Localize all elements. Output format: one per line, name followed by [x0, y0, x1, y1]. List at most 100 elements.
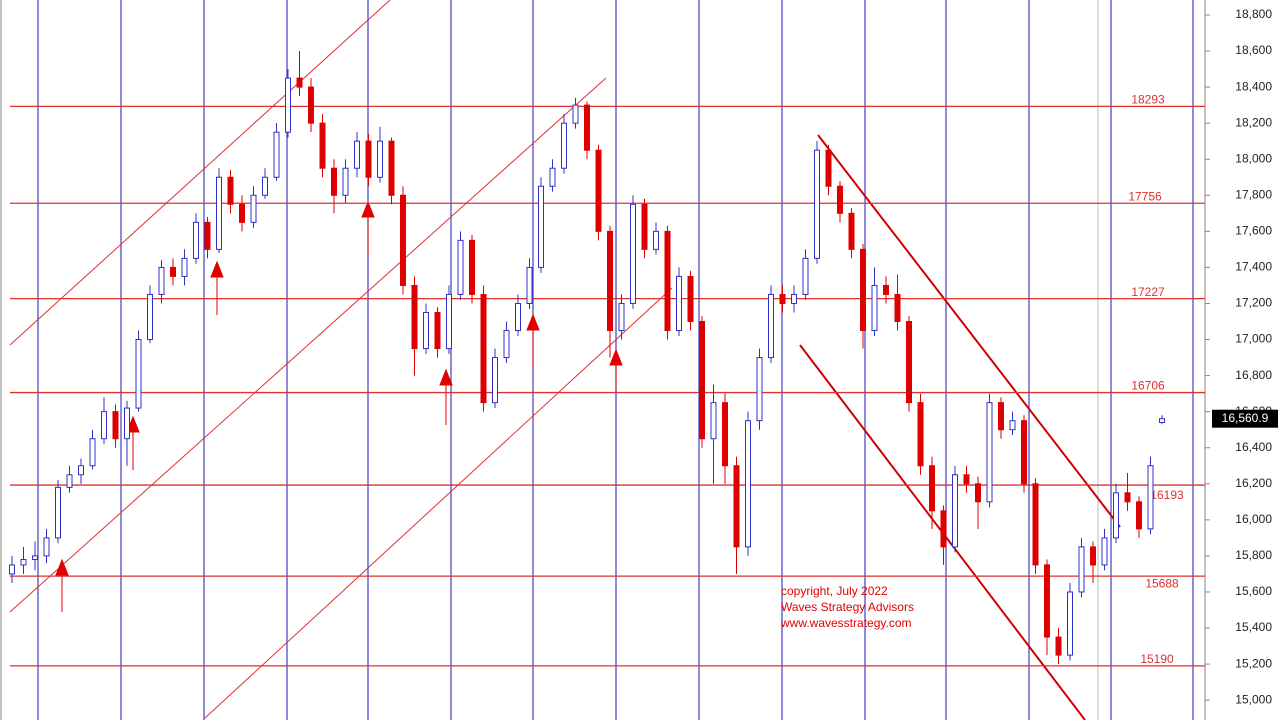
level-label: 17227 [1131, 285, 1165, 299]
candle-body [952, 474, 958, 548]
candle-body [595, 149, 602, 232]
arrows [55, 200, 623, 612]
candle-body [9, 564, 15, 575]
candle-body [630, 203, 636, 304]
cycle-lines [37, 0, 1194, 720]
candle-body [354, 140, 360, 169]
candle-body [124, 407, 130, 440]
candle-body [342, 167, 349, 196]
candle-body [756, 357, 763, 422]
candle-body [135, 339, 142, 409]
y-tick-label: 17,800 [1235, 187, 1272, 201]
candle-body [78, 465, 84, 476]
level-label: 17756 [1128, 189, 1162, 203]
candle-body [457, 239, 464, 295]
level-label: 18293 [1131, 93, 1165, 107]
candle-body [273, 131, 280, 178]
annotation: Waves Strategy Advisors [781, 600, 914, 614]
candle-body [699, 321, 705, 440]
y-tick-label: 18,800 [1235, 7, 1272, 21]
candle-body [262, 176, 268, 196]
candle-body [975, 483, 981, 503]
candle-body [469, 239, 475, 295]
candle-body [43, 537, 50, 557]
candle-body [66, 474, 73, 488]
y-tick-label: 15,400 [1235, 620, 1272, 634]
candle-body [883, 284, 889, 295]
candle-body [492, 357, 498, 404]
y-tick-label: 16,800 [1235, 368, 1272, 382]
candle-body [618, 302, 625, 332]
annotation: www.wavesstrategy.com [780, 616, 911, 630]
candle-body [1055, 636, 1062, 656]
candle-body [1067, 591, 1073, 656]
level-label: 16193 [1150, 488, 1184, 502]
y-tick-label: 17,400 [1235, 260, 1272, 274]
candle-body [319, 122, 326, 169]
candle-body [745, 420, 751, 548]
candle-body [584, 104, 590, 151]
candle-body [998, 402, 1004, 431]
candle-body [377, 140, 383, 178]
candle-body [1101, 537, 1108, 566]
candle-body [1113, 492, 1119, 539]
last-price-box [1212, 409, 1278, 428]
candle-body [1009, 420, 1016, 431]
candle-body [940, 510, 947, 548]
candle-body [388, 140, 395, 196]
candle-body [147, 293, 153, 341]
last-price-label: 16,560.9 [1222, 411, 1269, 425]
candle-body [158, 266, 165, 295]
y-tick-label: 15,000 [1235, 692, 1272, 706]
level-label: 15190 [1140, 652, 1174, 666]
candle-body [1159, 418, 1165, 423]
y-tick-label: 18,000 [1235, 151, 1272, 165]
candle-body [1124, 492, 1131, 503]
candle-body [20, 559, 27, 566]
candle-body [296, 77, 303, 88]
y-tick-label: 16,000 [1235, 512, 1272, 526]
y-tick-label: 18,600 [1235, 43, 1272, 57]
candle-body [515, 302, 521, 332]
candle-body [112, 411, 119, 440]
candle-body [503, 330, 510, 359]
y-tick-label: 15,800 [1235, 548, 1272, 562]
y-tick-label: 18,200 [1235, 115, 1272, 129]
candle-body [837, 185, 843, 214]
candle-body [722, 402, 728, 467]
candle-body [791, 293, 797, 304]
candle-body [365, 140, 372, 178]
candle-body [204, 221, 211, 250]
y-tick-label: 17,200 [1235, 296, 1272, 310]
candle-body [549, 167, 556, 187]
y-tick-label: 18,400 [1235, 79, 1272, 93]
candle-body [446, 293, 452, 350]
y-tick-label: 17,000 [1235, 332, 1272, 346]
candle-body [733, 465, 740, 548]
candle-body [917, 402, 924, 467]
annotation: copyright, July 2022 [781, 584, 888, 598]
candle-body [434, 311, 441, 350]
candle-body [1136, 501, 1142, 530]
candle-body [561, 122, 567, 169]
candle-body [331, 167, 337, 196]
candle-body [480, 293, 487, 404]
candle-body [779, 293, 786, 304]
y-tick-label: 15,200 [1235, 656, 1272, 670]
candle-body [607, 230, 613, 332]
candle-body [641, 203, 648, 250]
y-tick-label: 17,600 [1235, 224, 1272, 238]
candle-body [802, 257, 809, 295]
candle-body [285, 77, 291, 133]
candle-body [1147, 465, 1154, 530]
candle-body [848, 212, 855, 250]
candle-body [400, 194, 406, 286]
candle-body [906, 321, 912, 404]
candle-body [653, 230, 659, 250]
candle-body [1021, 420, 1027, 485]
candle-body [1032, 483, 1039, 566]
candle-body [423, 311, 429, 350]
candle-body [32, 555, 38, 561]
